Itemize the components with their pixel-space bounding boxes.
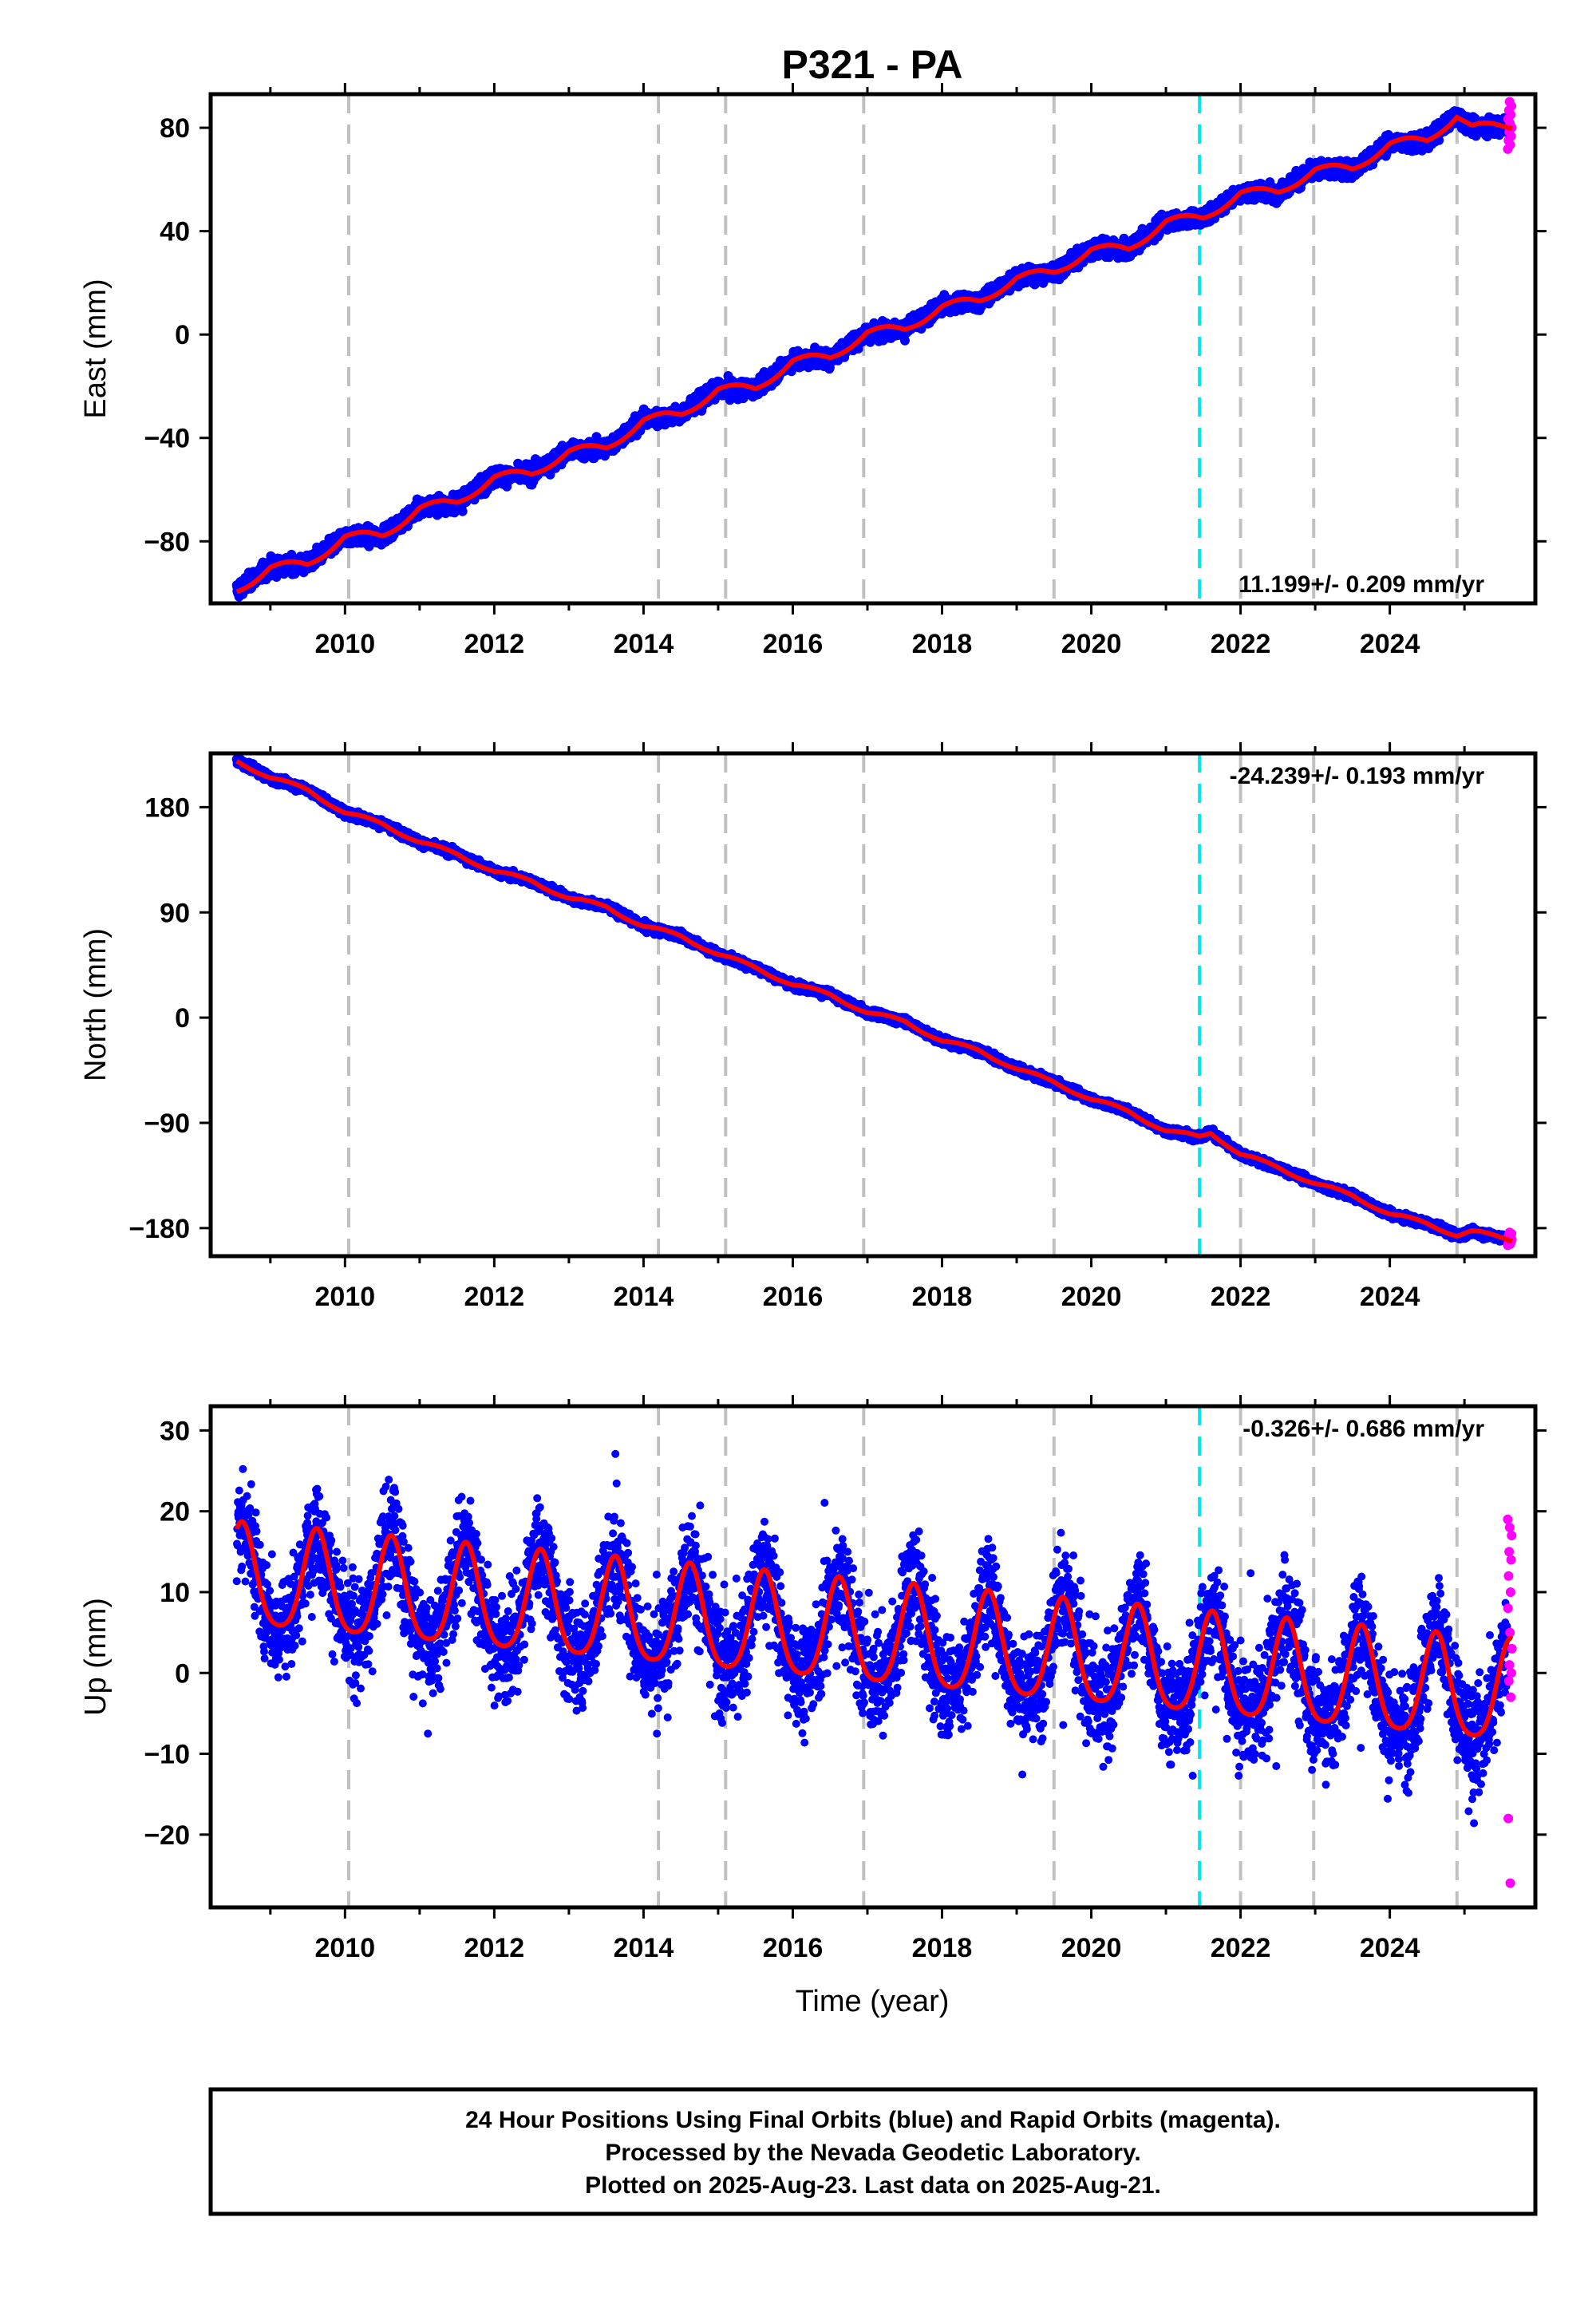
x-tick-label: 2016 [763,1933,824,1963]
x-tick-label: 2018 [912,1933,973,1963]
chart-title: P321 - PA [782,42,963,87]
x-tick-label: 2018 [912,1282,973,1312]
y-tick-label: 180 [144,792,190,823]
final-orbit-points [232,1449,1512,1828]
rapid-orbit-point [1503,1603,1513,1614]
model-line [234,1519,1514,1738]
x-tick-label: 2016 [763,1282,824,1312]
x-tick-label: 2012 [464,1282,525,1312]
x-tick-label: 2012 [464,629,525,659]
x-tick-label: 2020 [1061,1282,1122,1312]
x-tick-label: 2022 [1211,629,1271,659]
rate-label: -0.326+/- 0.686 mm/yr [1242,1416,1484,1442]
rapid-orbit-point [1505,1627,1515,1638]
x-tick-label: 2014 [614,1933,674,1963]
rapid-orbit-point [1506,1668,1516,1678]
rapid-orbit-points [1503,1514,1517,1888]
rapid-orbit-point [1506,1692,1516,1702]
x-tick-label: 2024 [1360,629,1420,659]
y-tick-label: 0 [175,1658,190,1689]
x-tick-label: 2020 [1061,1933,1122,1963]
east-panel: −80 −40 0 40 80 2010 2012 2014 2016 2018 2020 2022 2… [79,83,1547,659]
y-tick-label: 30 [160,1416,190,1446]
x-tick-label: 2024 [1360,1282,1420,1312]
final-orbit-points [231,106,1513,602]
rapid-orbit-point [1504,1660,1515,1670]
footer-line-3: Plotted on 2025-Aug-23. Last data on 202… [585,2172,1161,2199]
rapid-orbit-point [1504,1227,1515,1238]
x-tick-label: 2014 [614,629,674,659]
rate-label: 11.199+/- 0.209 mm/yr [1238,571,1484,598]
y-axis-title: North (mm) [79,928,113,1081]
model-line [235,114,1513,595]
rapid-orbit-point [1504,1522,1515,1532]
final-orbit-points [231,753,1513,1246]
rapid-orbit-point [1504,97,1515,107]
y-tick-label: −10 [144,1740,190,1770]
y-tick-label: −180 [128,1214,190,1244]
x-tick-label: 2012 [464,1933,525,1963]
y-tick-label: −20 [144,1820,190,1851]
rapid-orbit-point [1503,1813,1514,1824]
y-tick-label: 40 [160,217,190,247]
rapid-orbit-point [1503,1514,1513,1524]
rapid-orbit-point [1503,1676,1514,1686]
panel-frame [208,1404,1538,1910]
x-tick-label: 2010 [315,629,376,659]
footer-box: 24 Hour Positions Using Final Orbits (bl… [208,2087,1538,2216]
y-axis-title: East (mm) [79,279,113,418]
rapid-orbit-point [1505,1587,1515,1597]
x-tick-label: 2014 [614,1282,674,1312]
y-tick-label: 0 [175,1003,190,1034]
y-tick-label: 10 [160,1578,190,1608]
rapid-orbit-point [1503,1571,1514,1581]
y-tick-label: −80 [144,527,190,557]
x-tick-label: 2020 [1061,629,1122,659]
rapid-orbit-point [1506,1555,1516,1565]
rapid-orbit-point [1504,1547,1515,1557]
y-axis-title: Up (mm) [79,1598,113,1716]
x-tick-label: 2016 [763,629,824,659]
x-tick-label: 2010 [315,1933,376,1963]
y-tick-label: 80 [160,113,190,144]
y-tick-label: −40 [144,424,190,454]
rapid-orbit-point [1507,1643,1517,1654]
y-tick-label: 20 [160,1497,190,1528]
footer-line-2: Processed by the Nevada Geodetic Laborat… [605,2140,1140,2166]
y-tick-label: 90 [160,898,190,928]
north-panel: −180 −90 0 90 180 2010 2012 2014 2016 2018 2020 202… [79,742,1547,1312]
y-tick-label: −90 [144,1109,190,1139]
x-tick-label: 2022 [1211,1933,1271,1963]
x-tick-label: 2022 [1211,1282,1271,1312]
rapid-orbit-point [1507,1531,1517,1541]
rate-label: -24.239+/- 0.193 mm/yr [1230,763,1485,789]
model-line [235,759,1513,1244]
y-tick-label: 0 [175,320,190,350]
x-tick-label: 2018 [912,629,973,659]
x-tick-label: 2010 [315,1282,376,1312]
x-tick-label: 2024 [1360,1933,1420,1963]
footer-line-1: 24 Hour Positions Using Final Orbits (bl… [465,2107,1281,2133]
x-axis-title: Time (year) [796,1985,950,2018]
panel-frame [208,92,1538,606]
panel-frame [208,751,1538,1259]
rapid-orbit-point [1505,1878,1515,1888]
up-panel: −20 −10 0 10 20 30 2010 2012 2014 2016 2018 2020 202… [79,1395,1547,1963]
